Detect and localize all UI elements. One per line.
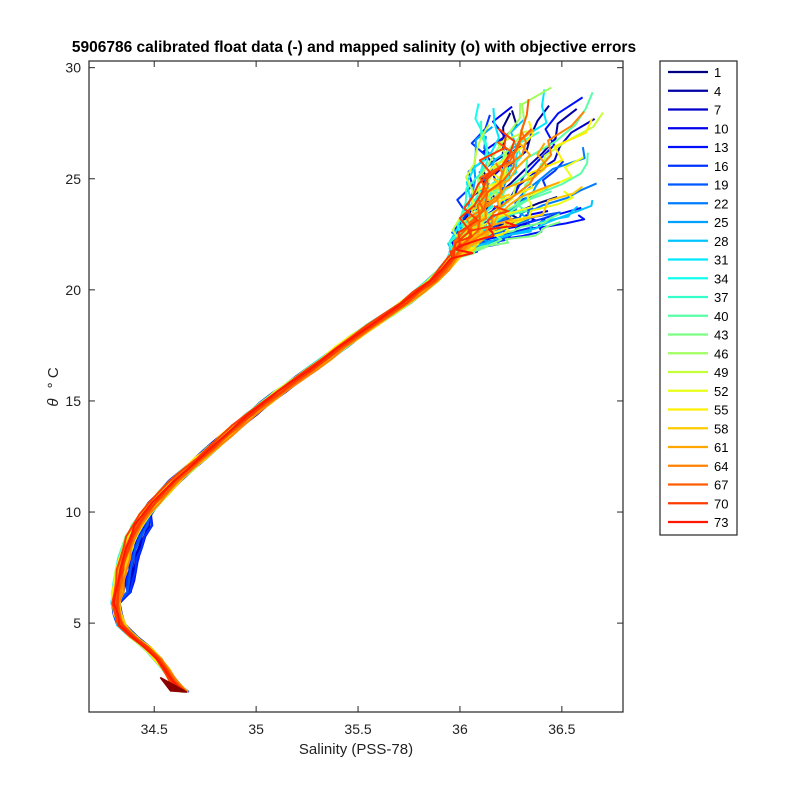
series-line — [116, 205, 579, 693]
x-tick-label: 34.5 — [141, 721, 168, 737]
x-tick-label: 36.5 — [548, 721, 575, 737]
series-line — [116, 123, 490, 693]
series-line — [116, 207, 534, 693]
y-tick-label: 5 — [73, 615, 81, 631]
legend-entry: 16 — [714, 159, 728, 174]
legend-entry: 25 — [714, 215, 728, 230]
y-axis-label-unit: ° C — [45, 367, 62, 388]
y-tick-label: 20 — [65, 282, 81, 298]
legend: 1 4 7 10 13 16 19 22 25 28 31 34 37 40 43 46 49 52 55 58 61 6… — [668, 65, 728, 530]
series-line — [112, 211, 561, 693]
y-tick-label: 10 — [65, 504, 81, 520]
series-line — [115, 127, 516, 693]
x-axis-label: Salinity (PSS-78) — [299, 741, 413, 758]
series-line — [117, 105, 513, 693]
y-axis-label: θ ° C — [45, 367, 62, 406]
series-line — [117, 162, 504, 693]
series-line — [110, 213, 560, 693]
legend-entry: 58 — [714, 421, 728, 436]
plot-frame — [88, 60, 624, 713]
legend-entry: 49 — [714, 365, 728, 380]
series-line — [117, 208, 529, 693]
legend-entry: 19 — [714, 178, 728, 193]
deep-point-marker — [159, 676, 188, 693]
legend-entry: 37 — [714, 290, 728, 305]
series-line — [112, 221, 517, 693]
legend-entry: 70 — [714, 496, 728, 511]
series-line — [114, 221, 561, 693]
legend-entry: 52 — [714, 384, 728, 399]
legend-entry: 34 — [714, 271, 728, 286]
series-line — [115, 177, 543, 693]
series-line — [117, 126, 494, 693]
series-line — [116, 210, 504, 693]
series-line — [111, 136, 507, 693]
series-line — [118, 185, 584, 693]
series-line — [115, 152, 508, 693]
legend-entry: 31 — [714, 253, 728, 268]
legend-entry: 10 — [714, 121, 728, 136]
series-line — [115, 161, 505, 693]
series-line — [115, 205, 510, 693]
series-line — [112, 190, 553, 693]
y-tick-label: 30 — [65, 60, 81, 76]
legend-entry: 43 — [714, 328, 728, 343]
series-line — [117, 175, 492, 693]
y-tick-label: 15 — [65, 393, 81, 409]
legend-entry: 28 — [714, 234, 728, 249]
series-line — [111, 114, 491, 693]
series-line — [113, 136, 497, 693]
svg-text:θ ° C: θ ° C — [45, 367, 62, 406]
series-line — [111, 182, 598, 693]
series-line — [118, 210, 549, 693]
series-line — [115, 206, 582, 693]
series-line — [114, 112, 512, 693]
legend-entry: 7 — [714, 103, 721, 118]
series-line — [118, 140, 510, 693]
legend-entry: 55 — [714, 403, 728, 418]
x-tick-label: 35.5 — [344, 721, 371, 737]
y-tick-label: 25 — [65, 171, 81, 187]
series-line — [118, 108, 578, 693]
series-line — [115, 120, 489, 693]
series-line — [115, 110, 585, 693]
legend-entry: 40 — [714, 309, 728, 324]
y-axis: 5 10 15 20 25 30 — [65, 60, 623, 631]
series-line — [116, 117, 526, 693]
series-line — [117, 221, 530, 693]
series-line — [111, 108, 500, 693]
series-line — [117, 102, 522, 693]
series-line — [114, 190, 574, 693]
x-axis: 34.5 35 35.5 36 36.5 — [141, 61, 576, 737]
series-line — [113, 196, 558, 693]
y-axis-label-symbol: θ — [45, 399, 62, 407]
series-line — [116, 185, 499, 693]
series-line — [110, 118, 596, 693]
series-line — [118, 96, 584, 693]
series-line — [117, 177, 505, 693]
series-line — [116, 199, 594, 693]
series-line — [114, 214, 586, 693]
legend-entry: 61 — [714, 440, 728, 455]
series-line — [112, 212, 532, 693]
series-line — [115, 140, 515, 693]
series-line — [115, 103, 489, 693]
chart-title: 5906786 calibrated float data (-) and ma… — [72, 39, 636, 56]
legend-entry: 4 — [714, 84, 721, 99]
x-tick-label: 36 — [452, 721, 468, 737]
legend-entry: 73 — [714, 515, 728, 530]
legend-entry: 13 — [714, 140, 728, 155]
legend-entry: 46 — [714, 346, 728, 361]
series-line — [110, 147, 586, 693]
series-line — [116, 110, 518, 693]
legend-entry: 22 — [714, 196, 728, 211]
legend-entry: 1 — [714, 65, 721, 80]
series-line — [115, 213, 557, 693]
series-line — [116, 181, 560, 693]
legend-entry: 67 — [714, 478, 728, 493]
legend-entry: 64 — [714, 459, 728, 474]
x-tick-label: 35 — [248, 721, 264, 737]
